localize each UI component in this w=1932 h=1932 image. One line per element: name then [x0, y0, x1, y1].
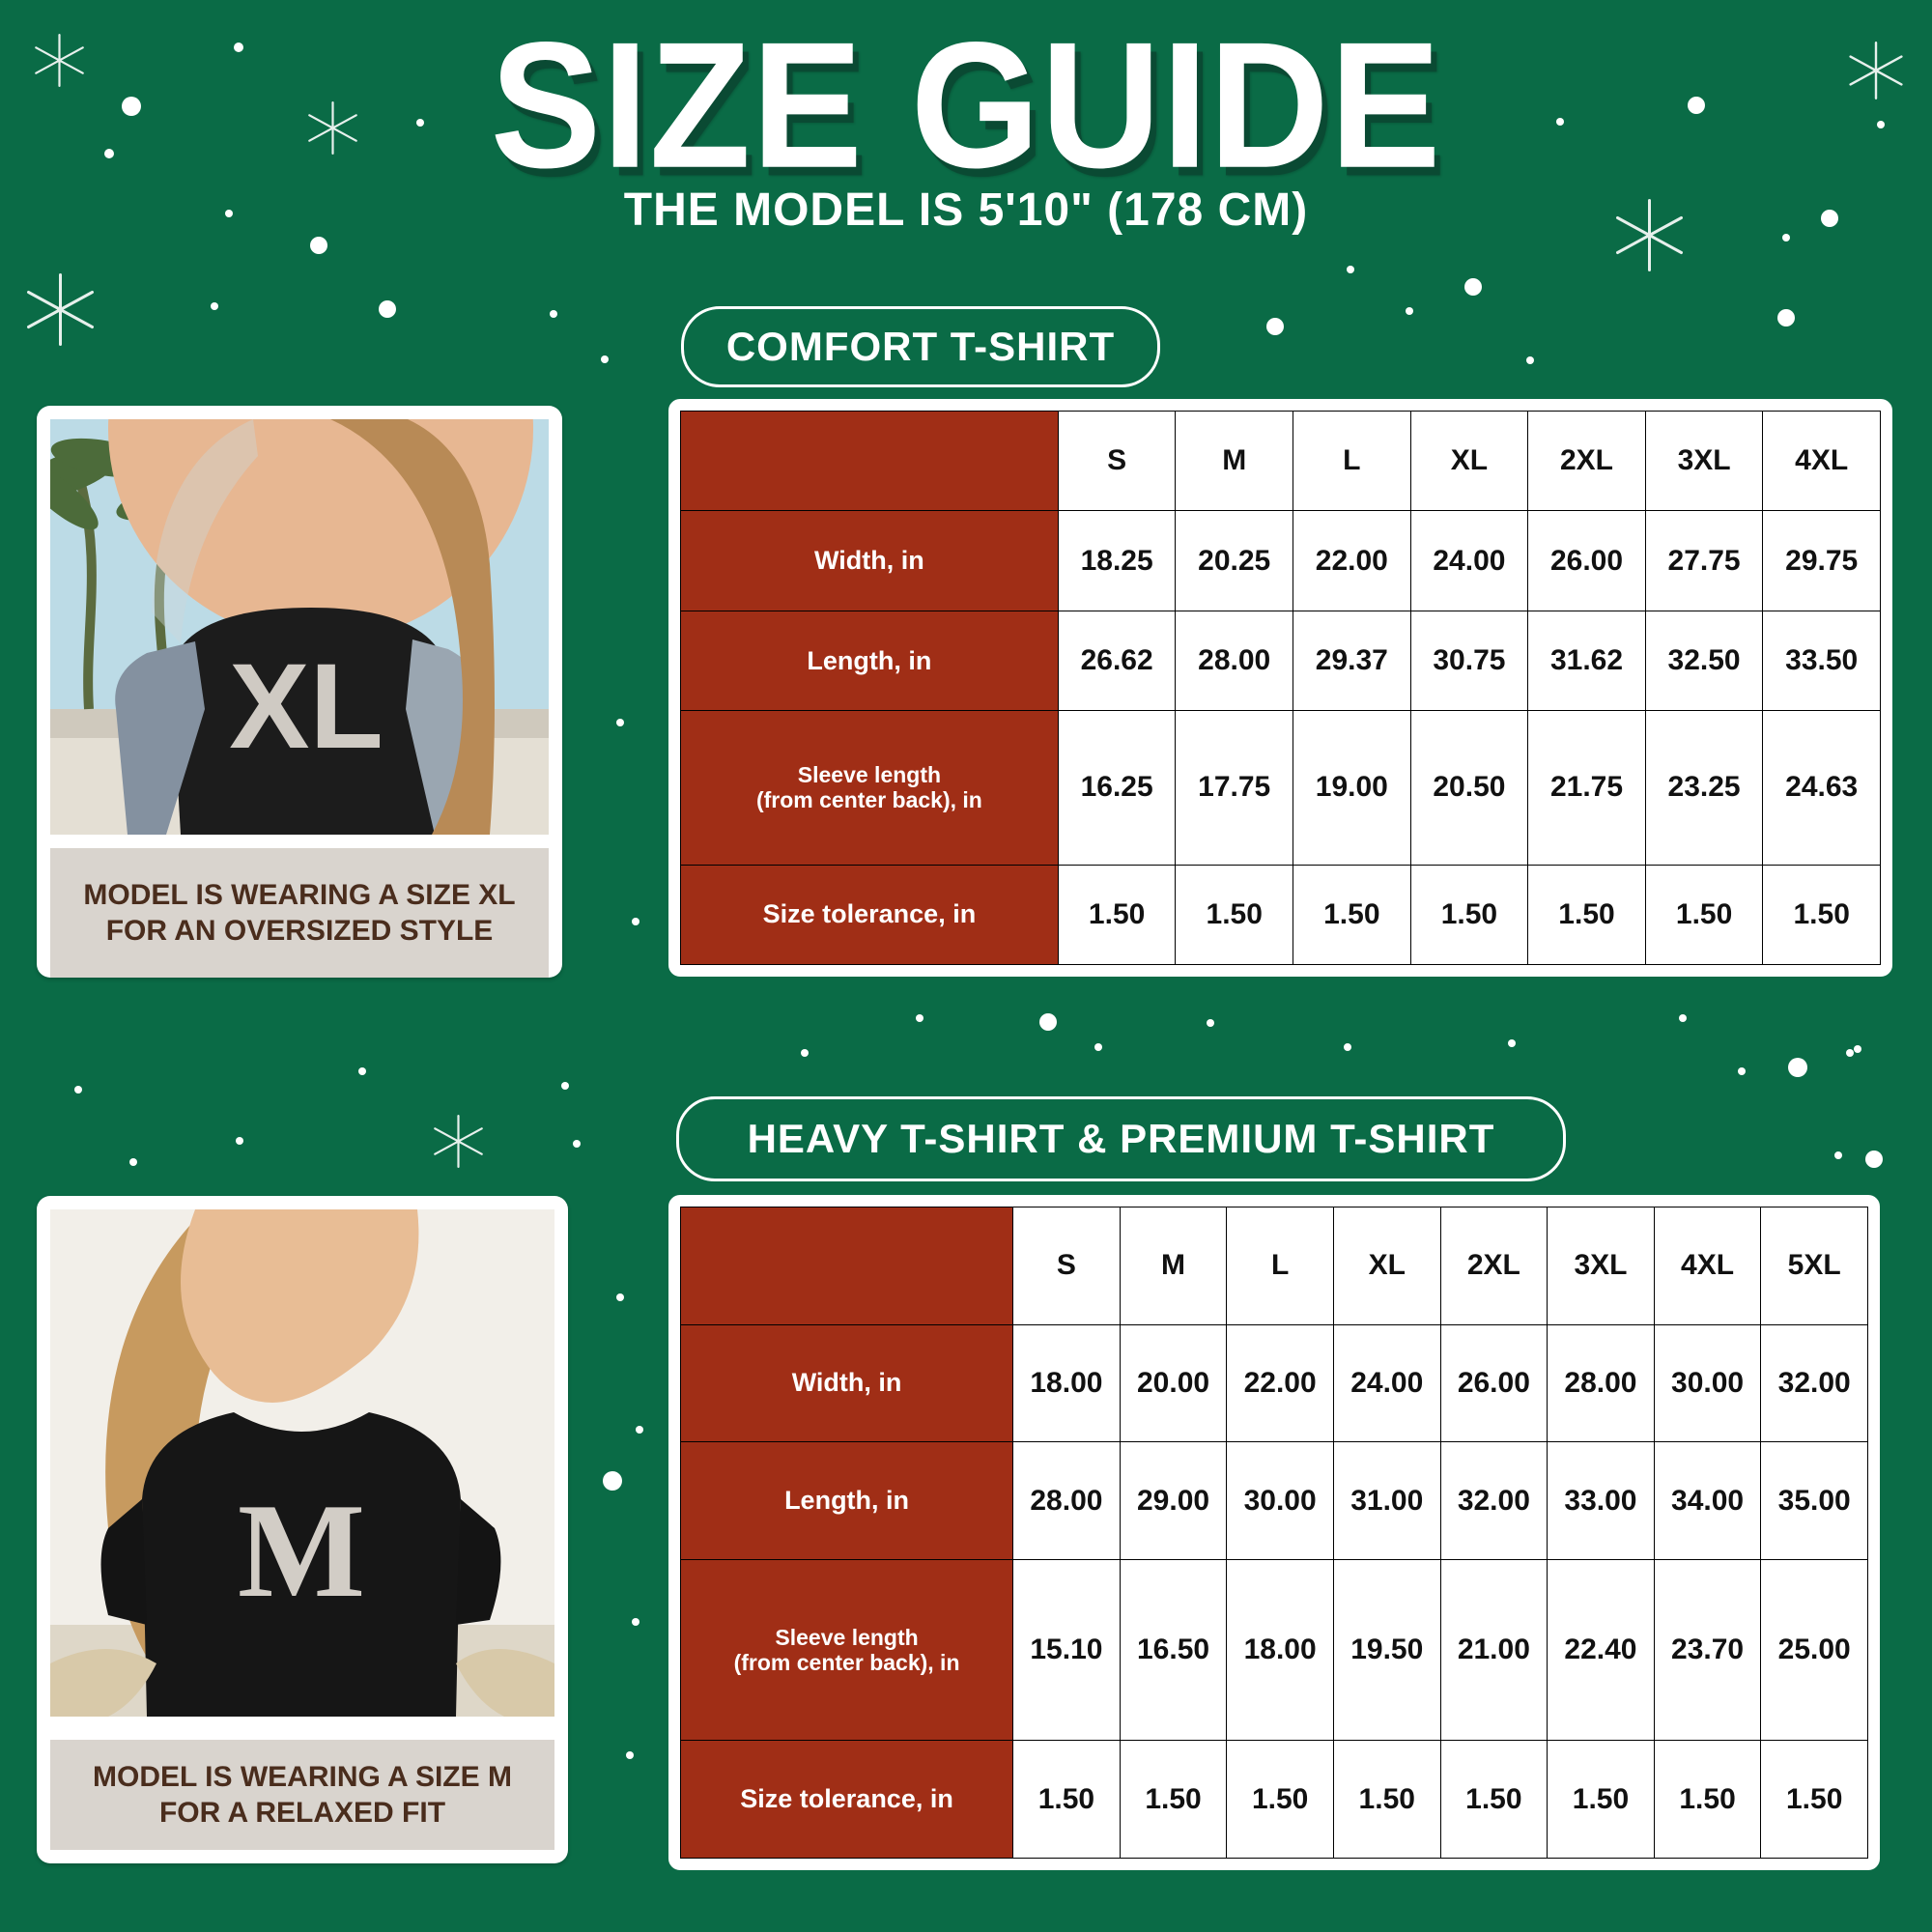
svg-text:XL: XL: [229, 639, 384, 774]
svg-text:M: M: [238, 1476, 365, 1626]
